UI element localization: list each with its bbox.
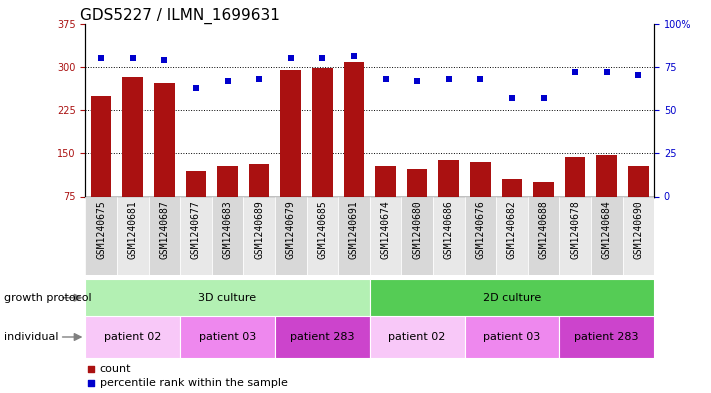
Text: GSM1240684: GSM1240684 — [602, 200, 611, 259]
Bar — [85, 316, 180, 358]
Point — [159, 57, 170, 63]
Bar — [470, 162, 491, 196]
Bar — [149, 196, 180, 275]
Bar — [275, 196, 306, 275]
Point — [253, 76, 264, 82]
Bar — [306, 196, 338, 275]
Point — [380, 76, 391, 82]
Text: GSM1240689: GSM1240689 — [254, 200, 264, 259]
Bar — [370, 279, 654, 316]
Text: GSM1240688: GSM1240688 — [538, 200, 548, 259]
Point — [285, 55, 296, 61]
Text: individual: individual — [4, 332, 58, 342]
Bar — [338, 196, 370, 275]
Point — [538, 95, 549, 101]
Bar — [565, 157, 585, 196]
Bar — [117, 196, 149, 275]
Text: GSM1240680: GSM1240680 — [412, 200, 422, 259]
Text: patient 02: patient 02 — [104, 332, 161, 342]
Bar — [85, 279, 370, 316]
Point — [316, 55, 328, 61]
Bar — [218, 166, 237, 196]
Bar — [528, 196, 560, 275]
Bar — [249, 163, 269, 196]
Bar — [370, 196, 401, 275]
Text: GSM1240683: GSM1240683 — [223, 200, 232, 259]
Point — [412, 77, 423, 84]
Bar — [186, 171, 206, 196]
Text: 3D culture: 3D culture — [198, 293, 257, 303]
Point — [633, 72, 644, 79]
Text: patient 03: patient 03 — [199, 332, 256, 342]
Text: GDS5227 / ILMN_1699631: GDS5227 / ILMN_1699631 — [80, 7, 279, 24]
Point — [348, 53, 360, 60]
Text: GSM1240691: GSM1240691 — [349, 200, 359, 259]
Text: growth protocol: growth protocol — [4, 293, 91, 303]
Bar — [560, 316, 654, 358]
Text: GSM1240675: GSM1240675 — [96, 200, 106, 259]
Point — [85, 380, 96, 386]
Text: GSM1240677: GSM1240677 — [191, 200, 201, 259]
Text: patient 283: patient 283 — [574, 332, 639, 342]
Text: count: count — [100, 364, 131, 374]
Bar — [275, 316, 370, 358]
Text: GSM1240679: GSM1240679 — [286, 200, 296, 259]
Bar — [560, 196, 591, 275]
Point — [127, 55, 139, 61]
Point — [601, 69, 612, 75]
Point — [95, 55, 107, 61]
Point — [85, 366, 96, 373]
Bar — [180, 196, 212, 275]
Bar — [243, 196, 275, 275]
Point — [443, 76, 454, 82]
Bar — [628, 166, 648, 196]
Text: patient 03: patient 03 — [483, 332, 540, 342]
Text: patient 02: patient 02 — [388, 332, 446, 342]
Bar — [439, 160, 459, 196]
Text: GSM1240681: GSM1240681 — [128, 200, 138, 259]
Text: GSM1240685: GSM1240685 — [317, 200, 327, 259]
Point — [506, 95, 518, 101]
Bar — [502, 179, 522, 196]
Bar — [433, 196, 464, 275]
Bar — [85, 196, 117, 275]
Bar — [496, 196, 528, 275]
Bar — [597, 155, 617, 196]
Text: GSM1240690: GSM1240690 — [634, 200, 643, 259]
Bar — [407, 169, 427, 196]
Bar — [312, 68, 333, 196]
Text: GSM1240676: GSM1240676 — [476, 200, 486, 259]
Text: percentile rank within the sample: percentile rank within the sample — [100, 378, 287, 388]
Bar — [180, 316, 275, 358]
Bar — [91, 95, 112, 196]
Bar — [464, 316, 560, 358]
Bar — [154, 83, 175, 196]
Point — [570, 69, 581, 75]
Text: GSM1240686: GSM1240686 — [444, 200, 454, 259]
Bar — [370, 316, 464, 358]
Bar — [212, 196, 243, 275]
Text: patient 283: patient 283 — [290, 332, 355, 342]
Text: GSM1240678: GSM1240678 — [570, 200, 580, 259]
Point — [191, 84, 202, 91]
Bar — [401, 196, 433, 275]
Text: GSM1240687: GSM1240687 — [159, 200, 169, 259]
Point — [475, 76, 486, 82]
Bar — [343, 62, 364, 196]
Bar — [623, 196, 654, 275]
Bar — [122, 77, 143, 196]
Bar — [533, 182, 554, 196]
Bar — [280, 70, 301, 196]
Bar — [591, 196, 623, 275]
Bar — [375, 166, 396, 196]
Bar — [464, 196, 496, 275]
Point — [222, 77, 233, 84]
Text: 2D culture: 2D culture — [483, 293, 541, 303]
Text: GSM1240682: GSM1240682 — [507, 200, 517, 259]
Text: GSM1240674: GSM1240674 — [380, 200, 390, 259]
